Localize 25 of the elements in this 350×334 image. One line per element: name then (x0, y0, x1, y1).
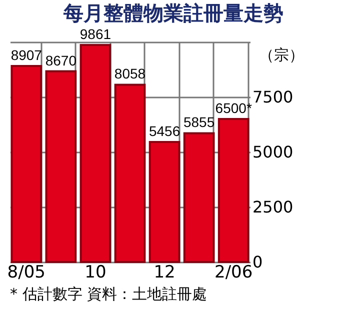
x-tick-label: 12 (154, 262, 176, 282)
data-label: 8058 (114, 66, 146, 82)
bar (218, 118, 250, 263)
y-tick-label: 2500 (252, 198, 294, 216)
y-tick-label: 5000 (252, 142, 294, 162)
y-tick-label: 7500 (252, 88, 294, 106)
data-label: 9861 (80, 26, 112, 42)
data-label: 5456 (148, 122, 180, 139)
x-tick-label: 8/05 (7, 262, 46, 282)
x-tick-label: 2/06 (214, 262, 253, 282)
bar (183, 132, 215, 263)
bar (45, 70, 77, 263)
text: * 估計數字 資料：土地註冊處 (10, 285, 208, 303)
data-label: 8907 (10, 47, 42, 64)
chart-title: 每月整體物業註冊量走勢 (62, 1, 284, 26)
y-tick-label: 0 (252, 252, 263, 272)
bar (114, 84, 146, 263)
data-label: 8670 (45, 52, 77, 68)
bar (80, 44, 112, 263)
bar (10, 65, 42, 263)
data-label: 6500* (215, 100, 252, 116)
x-tick-label: 10 (84, 262, 106, 282)
data-label: 5855 (183, 114, 215, 130)
bar (148, 140, 180, 263)
y-axis-title: （宗） (259, 46, 304, 64)
